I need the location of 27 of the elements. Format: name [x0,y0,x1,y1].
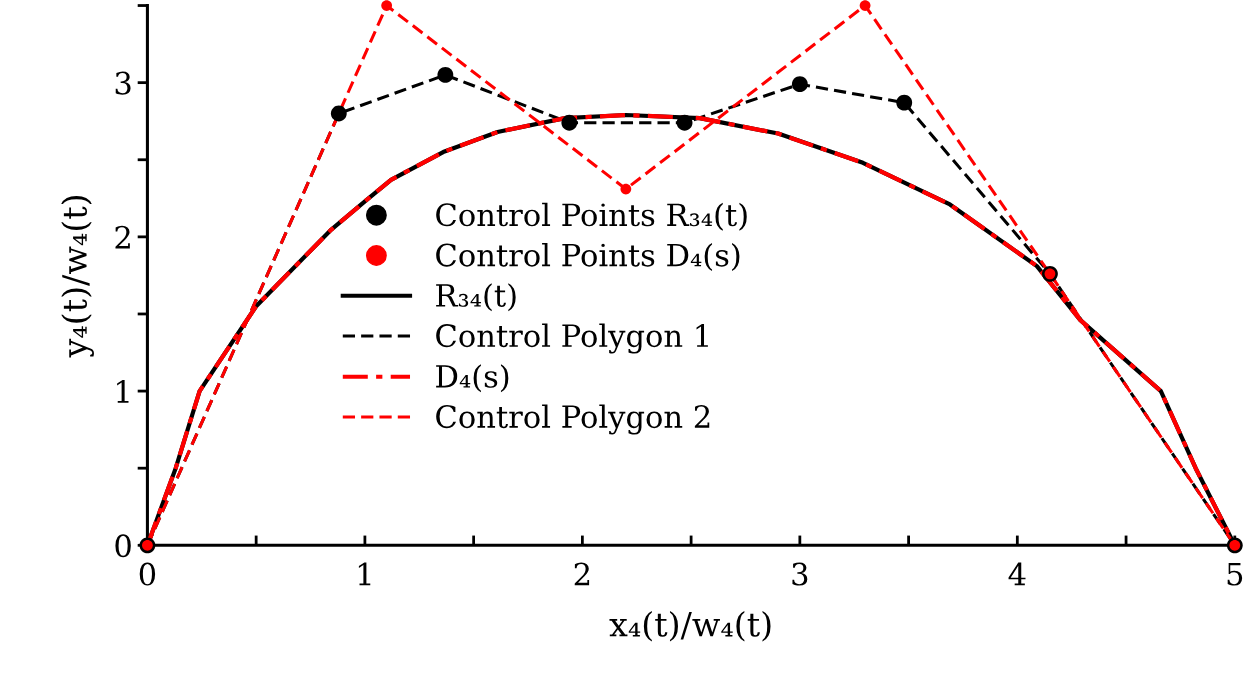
legend-label: Control Polygon 1 [436,323,708,354]
y-tick-label: 1 [117,380,129,403]
legend-label: Control Polygon 2 [436,404,710,435]
point [381,0,393,11]
x-tick-label: 5 [1227,562,1243,586]
x-tick-label: 3 [792,562,808,586]
point [859,0,871,11]
x-tick-label: 1 [358,562,371,586]
point [561,114,578,131]
point [791,76,808,93]
point [896,94,913,111]
y-tick-label: 0 [115,534,131,558]
y-tick-label: 3 [115,71,131,95]
x-tick-label: 0 [139,562,156,586]
legend-label: Control Points R₃₄(t) [436,202,747,231]
y-axis-title: y₄(t)/w₄(t) [61,195,94,358]
y-tick-label: 2 [115,225,130,249]
point [330,105,347,122]
x-tick-label: 4 [1008,562,1026,586]
legend-label: D₄(s) [436,364,509,393]
point [676,114,693,131]
legend-label: Control Points D₄(s) [436,242,740,271]
x-axis-title: x₄(t)/w₄(t) [609,610,771,642]
legend-label: R₃₄(t) [436,283,516,312]
x-tick-label: 2 [574,562,590,586]
point [437,67,454,83]
point [620,183,632,195]
